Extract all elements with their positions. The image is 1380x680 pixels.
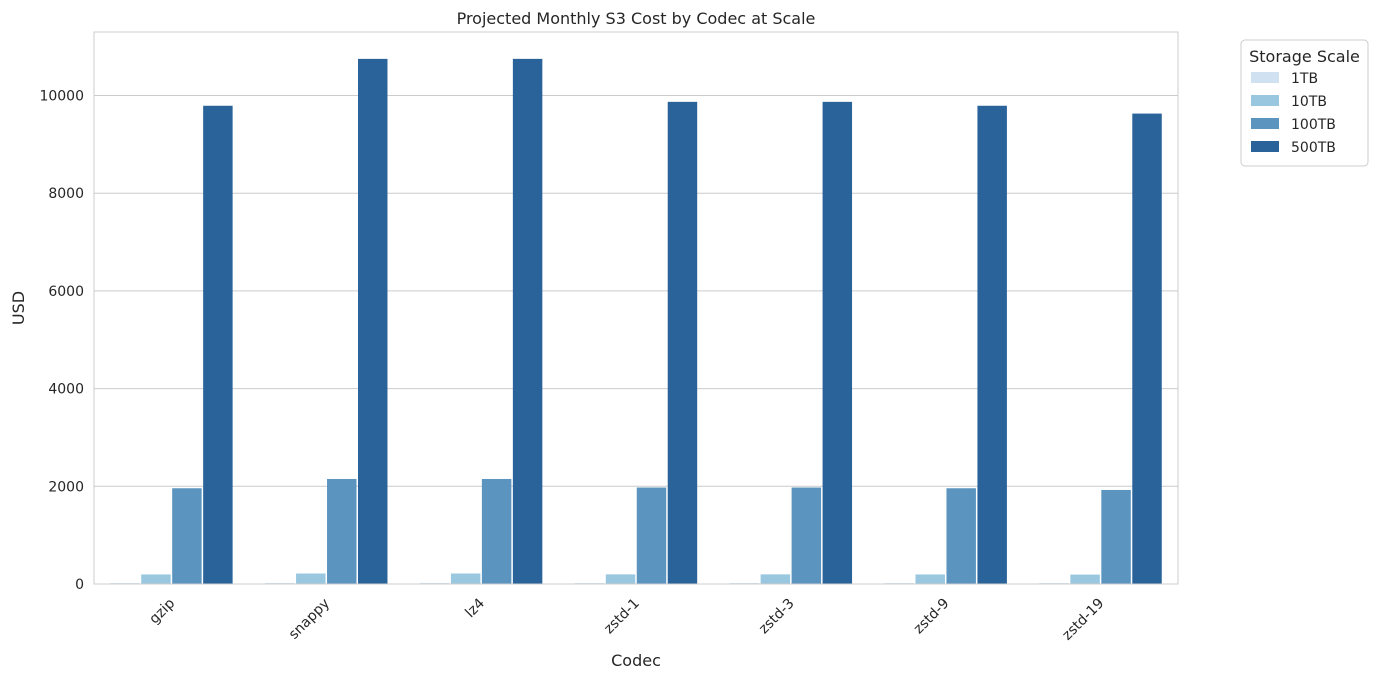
legend-swatch-1TB — [1251, 72, 1279, 83]
legend-label: 500TB — [1291, 140, 1336, 156]
legend-box — [1240, 39, 1369, 167]
legend-items: 1TB 10TB 100TB 500TB — [1251, 71, 1336, 156]
y-tick-label: 10000 — [39, 89, 84, 105]
bar-lz4-100TB — [481, 478, 512, 584]
bar-zstd-9-100TB — [946, 488, 976, 584]
bar-snappy-1TB — [265, 582, 295, 584]
y-axis-label: USD — [9, 291, 28, 325]
bar-zstd-3-500TB — [822, 101, 853, 585]
x-tick-label: gzip — [146, 595, 178, 627]
bar-zstd-19-500TB — [1132, 113, 1162, 584]
legend-swatch-100TB — [1251, 118, 1279, 129]
bar-zstd-1-10TB — [605, 574, 636, 584]
bars — [110, 58, 1162, 585]
bar-gzip-500TB — [203, 105, 233, 585]
bar-zstd-1-500TB — [667, 101, 698, 585]
bar-zstd-9-10TB — [915, 574, 945, 584]
bar-zstd-9-500TB — [977, 105, 1007, 585]
chart-title: Projected Monthly S3 Cost by Codec at Sc… — [457, 9, 816, 28]
y-tick-label: 6000 — [48, 284, 84, 300]
legend: Storage Scale 1TB 10TB 100TB 500TB — [1240, 39, 1369, 167]
bar-snappy-100TB — [327, 478, 357, 584]
x-tick-label: zstd-19 — [1059, 596, 1107, 644]
x-tick-label: zstd-9 — [911, 596, 953, 638]
legend-title: Storage Scale — [1249, 47, 1360, 66]
legend-label: 10TB — [1291, 94, 1327, 110]
x-tick-label: zstd-1 — [601, 596, 643, 638]
bar-zstd-1-100TB — [636, 487, 667, 584]
x-tick-label: zstd-3 — [756, 596, 798, 638]
bar-lz4-10TB — [450, 573, 481, 584]
y-tick-label: 2000 — [48, 479, 84, 495]
legend-label: 100TB — [1291, 117, 1336, 133]
y-tick-label: 0 — [75, 577, 84, 593]
x-tick-label: lz4 — [462, 595, 488, 621]
x-tick-label: snappy — [286, 596, 333, 643]
bar-lz4-500TB — [512, 58, 543, 585]
plot-frame — [93, 31, 1179, 585]
legend-swatch-10TB — [1251, 95, 1279, 106]
bar-snappy-500TB — [358, 58, 388, 585]
x-tick-labels: gzip snappy lz4 zstd-1 zstd-3 zstd-9 zstd-19 — [146, 595, 1107, 643]
bar-lz4-1TB — [419, 582, 450, 584]
y-tick-label: 8000 — [48, 186, 84, 202]
bar-gzip-10TB — [141, 574, 171, 584]
legend-swatch-500TB — [1251, 141, 1279, 152]
y-tick-label: 4000 — [48, 382, 84, 398]
grid-lines — [94, 95, 1178, 585]
x-axis-label: Codec — [611, 651, 661, 670]
bar-gzip-100TB — [172, 488, 202, 584]
bar-zstd-19-10TB — [1070, 574, 1100, 584]
bar-zstd-19-100TB — [1101, 489, 1131, 584]
bar-zstd-3-10TB — [760, 574, 791, 584]
bar-zstd-3-100TB — [791, 487, 822, 584]
legend-label: 1TB — [1291, 71, 1318, 87]
y-tick-labels: 0 2000 4000 6000 8000 10000 — [39, 89, 84, 593]
bar-snappy-10TB — [296, 573, 326, 584]
